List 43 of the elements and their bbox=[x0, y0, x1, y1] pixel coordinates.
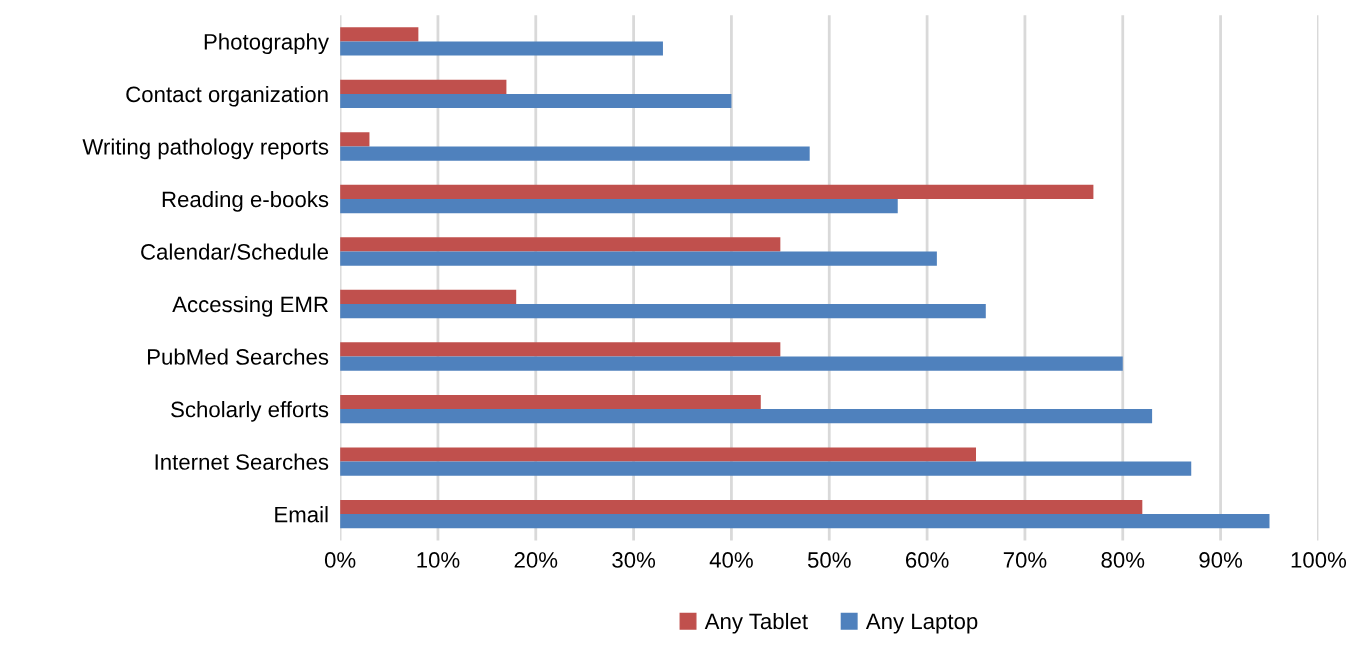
x-tick-label: 80% bbox=[1101, 552, 1145, 568]
bar bbox=[340, 237, 781, 252]
x-tick-label: 60% bbox=[905, 552, 949, 568]
x-tick-label: 50% bbox=[807, 552, 851, 568]
bar bbox=[340, 184, 1094, 199]
bar bbox=[340, 198, 898, 214]
bar bbox=[340, 394, 761, 410]
bar bbox=[340, 356, 1123, 371]
y-tick-label: Contact organization bbox=[126, 85, 328, 107]
bar bbox=[340, 132, 370, 147]
bar bbox=[340, 79, 507, 94]
bar bbox=[340, 499, 1143, 515]
legend-label: Any Laptop bbox=[865, 613, 978, 634]
bar bbox=[340, 93, 732, 109]
bar bbox=[340, 41, 663, 56]
y-tick-label: Photography bbox=[204, 33, 329, 55]
bar bbox=[340, 342, 781, 357]
x-tick-label: 0% bbox=[324, 552, 356, 568]
x-tick-label: 20% bbox=[514, 552, 558, 568]
y-tick-label: Internet Searches bbox=[155, 453, 329, 470]
x-tick-label: 40% bbox=[709, 552, 753, 568]
bar bbox=[340, 304, 986, 319]
bar bbox=[340, 514, 1270, 529]
bar bbox=[340, 251, 937, 266]
bar bbox=[340, 289, 517, 305]
x-tick-label: 10% bbox=[417, 552, 460, 568]
y-tick-label: Accessing EMR bbox=[172, 295, 328, 317]
y-tick-label: Reading e-books bbox=[162, 190, 329, 212]
x-tick-label: 100% bbox=[1291, 552, 1347, 568]
legend-label: Any Tablet bbox=[704, 612, 808, 634]
y-tick-label: PubMed Searches bbox=[148, 348, 329, 365]
x-tick-label: 70% bbox=[1003, 552, 1047, 568]
y-tick-label: Email bbox=[275, 506, 328, 523]
bar bbox=[340, 447, 977, 462]
x-tick-label: 30% bbox=[612, 552, 656, 568]
y-tick-label: Writing pathology reports bbox=[82, 138, 329, 160]
bar bbox=[340, 409, 1153, 424]
y-tick-label: Calendar/Schedule bbox=[141, 243, 329, 260]
bar bbox=[340, 146, 810, 161]
y-tick-label: Scholarly efforts bbox=[171, 401, 329, 422]
bar bbox=[340, 461, 1192, 476]
bar bbox=[340, 27, 419, 42]
x-tick-label: 90% bbox=[1199, 552, 1243, 568]
